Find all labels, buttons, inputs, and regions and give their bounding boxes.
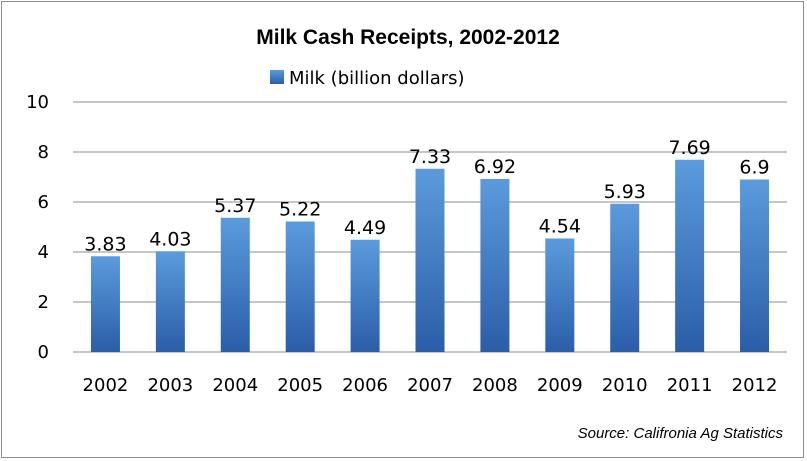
source-note: Source: Califronia Ag Statistics [578,425,784,442]
data-label: 6.9 [739,157,769,179]
data-label: 4.49 [344,217,386,239]
bar [220,217,250,352]
x-category-label: 2010 [602,375,648,396]
data-label: 4.54 [539,216,581,238]
bar [480,179,510,352]
data-label: 5.93 [604,181,646,203]
x-category-label: 2008 [472,375,518,396]
legend-label: Milk (billion dollars) [289,68,465,89]
x-category-label: 2005 [277,375,323,396]
x-category-label: 2004 [212,375,258,396]
bar [90,256,120,352]
data-label: 4.03 [149,228,191,250]
x-category-label: 2012 [732,375,778,396]
x-category-label: 2007 [407,375,453,396]
bar [415,168,445,352]
y-tick-label: 2 [38,292,49,313]
x-category-label: 2002 [83,375,129,396]
bar [545,238,575,352]
bar [155,251,185,352]
data-label: 6.92 [474,156,516,178]
bars [90,159,770,352]
data-label: 5.37 [214,195,256,217]
y-tick-label: 4 [38,242,49,263]
x-category-label: 2003 [147,375,193,396]
bar [740,179,770,352]
x-axis-categories: 2002 2003 2004 2005 2006 2007 2008 2009 2010 2011… [83,375,778,396]
chart-title: Milk Cash Receipts, 2002-2012 [256,26,560,49]
x-category-label: 2009 [537,375,583,396]
y-axis-ticks: 0 2 4 6 8 10 [26,92,49,363]
y-tick-label: 6 [38,192,49,213]
x-category-label: 2006 [342,375,388,396]
bar [350,239,380,352]
data-label: 7.33 [409,146,451,168]
data-labels: 3.83 4.03 5.37 5.22 4.49 7.33 6.92 4.54 5.93 7.69… [84,137,769,256]
data-label: 7.69 [668,137,710,159]
x-category-label: 2011 [667,375,713,396]
legend: Milk (billion dollars) [270,68,465,89]
data-label: 3.83 [84,233,126,255]
y-tick-label: 10 [26,92,49,113]
legend-swatch [270,70,284,84]
bar [675,159,705,352]
y-tick-label: 8 [38,142,49,163]
bar [285,221,315,352]
bar [610,203,640,352]
y-tick-label: 0 [38,342,49,363]
data-label: 5.22 [279,199,321,221]
